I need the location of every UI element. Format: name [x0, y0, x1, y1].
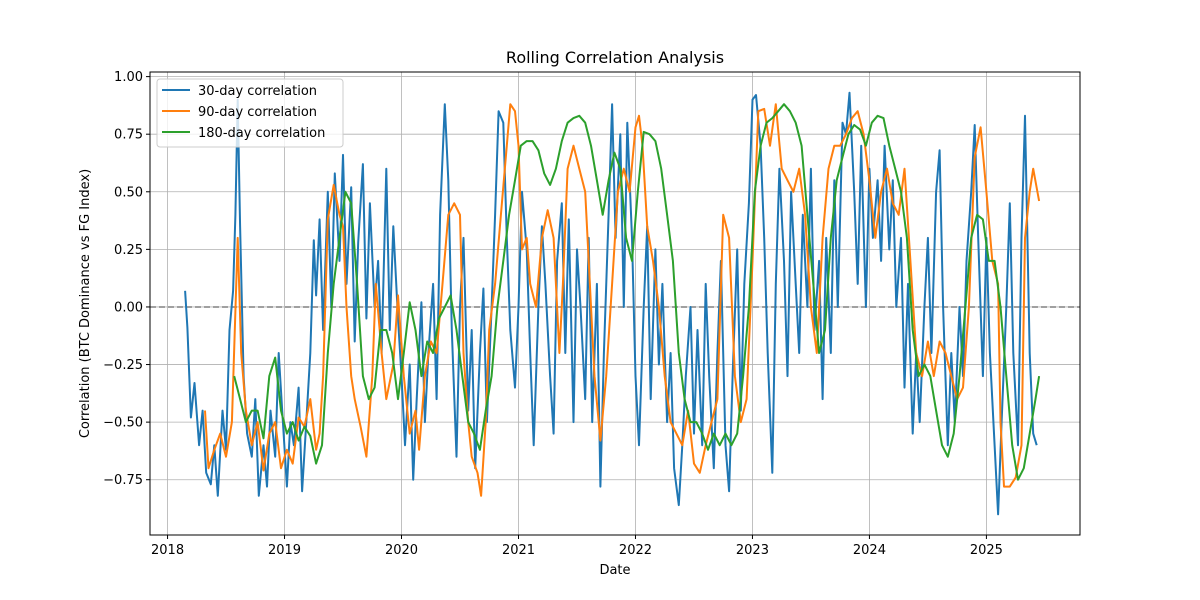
y-tick-label: 0.25 [114, 243, 143, 258]
x-tick-label: 2020 [385, 543, 418, 558]
x-tick-label: 2024 [853, 543, 886, 558]
x-tick-label: 2018 [151, 543, 184, 558]
legend-label-2: 90-day correlation [198, 105, 317, 120]
plot-frame [149, 71, 1081, 536]
legend-label-3: 180-day correlation [198, 126, 325, 141]
legend-label-1: 30-day correlation [198, 84, 317, 99]
series-line-2 [204, 103, 1041, 497]
series-line-3 [233, 103, 1041, 481]
y-tick-label: 0.00 [114, 300, 143, 315]
chart-title: Rolling Correlation Analysis [506, 48, 724, 67]
y-tick-label: 1.00 [114, 70, 143, 85]
x-tick-layer: 2018 2019 2020 2021 2022 2023 2024 2025 [151, 535, 1003, 558]
x-tick-label: 2021 [502, 543, 535, 558]
legend: 30-day correlation 90-day correlation 180-… [156, 78, 344, 148]
y-tick-label: −0.25 [103, 358, 143, 373]
x-tick-label: 2023 [736, 543, 769, 558]
y-tick-label: 0.75 [114, 128, 143, 143]
y-axis-label: Correlation (BTC Dominance vs FG Index) [78, 169, 93, 438]
x-tick-label: 2019 [268, 543, 301, 558]
y-tick-label: 0.50 [114, 185, 143, 200]
y-tick-layer: −0.75 −0.50 −0.25 0.00 0.25 0.50 0.75 1.00 [103, 70, 150, 488]
x-axis-label: Date [599, 563, 630, 578]
x-tick-label: 2025 [970, 543, 1003, 558]
legend-box [156, 78, 344, 148]
x-tick-label: 2022 [619, 543, 652, 558]
y-tick-label: −0.75 [103, 473, 143, 488]
series-layer [184, 91, 1041, 516]
legend-items: 30-day correlation 90-day correlation 180-… [162, 84, 325, 141]
y-tick-label: −0.50 [103, 416, 143, 431]
